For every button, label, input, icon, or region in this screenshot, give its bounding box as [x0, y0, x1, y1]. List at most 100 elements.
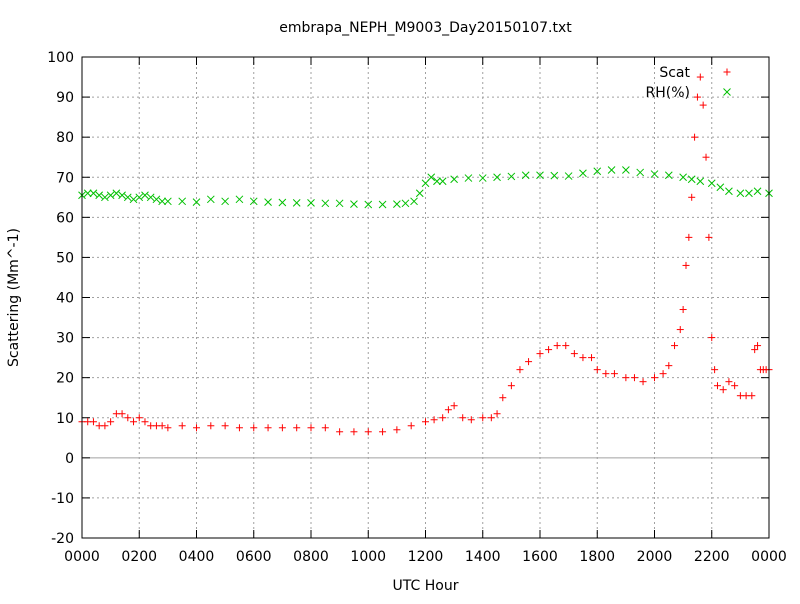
data-point — [444, 406, 452, 414]
data-point — [135, 193, 144, 202]
data-point — [545, 346, 553, 354]
data-point — [112, 189, 121, 198]
data-point — [101, 422, 109, 430]
data-point — [650, 170, 659, 178]
x-tick-label: 0600 — [236, 549, 272, 565]
data-point — [427, 173, 436, 182]
data-point — [679, 306, 687, 314]
y-axis-label: Scattering (Mm^-1) — [6, 228, 22, 367]
data-point — [708, 334, 716, 342]
x-tick-label: 0800 — [293, 549, 329, 565]
data-point — [393, 426, 401, 434]
data-point — [292, 199, 301, 207]
data-point — [335, 199, 344, 208]
data-point — [118, 410, 126, 418]
data-point — [401, 199, 410, 208]
data-point — [192, 198, 201, 206]
data-point — [725, 378, 733, 386]
data-point — [564, 172, 573, 180]
data-point — [665, 362, 673, 370]
data-point — [696, 73, 704, 81]
data-point — [393, 200, 401, 208]
data-point — [536, 171, 544, 180]
data-point — [164, 424, 172, 432]
data-point — [696, 177, 705, 186]
data-point — [464, 174, 473, 182]
legend-label: Scat — [659, 65, 690, 81]
data-point — [579, 354, 587, 362]
data-point — [410, 197, 418, 206]
data-point — [593, 167, 602, 176]
data-point — [602, 370, 610, 378]
data-point — [507, 382, 515, 390]
data-point — [164, 197, 172, 206]
data-point — [536, 350, 544, 358]
y-tick-label: 40 — [56, 291, 74, 307]
data-point — [671, 342, 679, 350]
data-point — [250, 424, 258, 432]
data-point — [278, 198, 287, 207]
data-point — [336, 428, 344, 436]
data-point — [178, 422, 186, 430]
data-point — [679, 173, 687, 182]
data-point — [636, 168, 645, 177]
data-point — [751, 346, 759, 354]
data-point — [550, 171, 559, 180]
grid-lines — [82, 57, 769, 538]
data-point — [699, 101, 707, 109]
data-point — [152, 195, 161, 204]
data-point — [407, 422, 415, 430]
data-point — [415, 189, 424, 198]
data-point — [711, 366, 719, 374]
data-point — [579, 169, 587, 178]
y-tick-label: -20 — [51, 531, 74, 547]
data-point — [754, 342, 762, 350]
data-point — [135, 414, 143, 422]
data-point — [278, 424, 286, 432]
data-point — [321, 199, 330, 208]
data-point — [639, 378, 647, 386]
data-point — [553, 342, 561, 350]
data-point — [439, 414, 447, 422]
data-point — [146, 193, 155, 202]
data-point — [235, 424, 243, 432]
data-point — [350, 200, 358, 208]
y-tick-label: 30 — [56, 331, 74, 347]
data-point — [124, 414, 132, 422]
data-point — [478, 174, 487, 182]
data-point — [687, 175, 696, 184]
data-series — [78, 73, 773, 436]
data-point — [95, 191, 104, 200]
data-point — [89, 189, 98, 198]
data-point — [676, 326, 684, 334]
data-point — [691, 133, 699, 141]
data-point — [707, 179, 716, 188]
data-point — [622, 374, 630, 382]
data-point — [499, 394, 507, 402]
data-point — [264, 198, 272, 206]
data-point — [178, 197, 187, 206]
x-tick-label: 1000 — [350, 549, 386, 565]
data-point — [682, 261, 690, 269]
x-tick-label: 1600 — [522, 549, 558, 565]
y-tick-label: 60 — [56, 210, 74, 226]
y-tick-label: 70 — [56, 170, 74, 186]
x-axis-label: UTC Hour — [393, 578, 459, 594]
x-tick-label: 0000 — [751, 549, 787, 565]
data-point — [379, 428, 387, 436]
data-point — [307, 424, 315, 432]
x-tick-labels: 0000 0200 0400 0600 0800 1000 1200 1400 1600 1800… — [64, 549, 787, 565]
data-point — [350, 428, 358, 436]
data-point — [321, 424, 329, 432]
data-point — [130, 418, 138, 426]
data-point — [107, 418, 115, 426]
y-tick-label: 100 — [47, 50, 74, 66]
legend-label: RH(%) — [646, 85, 690, 101]
data-point — [588, 354, 596, 362]
data-point — [118, 191, 126, 200]
data-point — [293, 424, 301, 432]
x-tick-label: 1200 — [408, 549, 444, 565]
legend: Scat RH(%) — [646, 65, 731, 101]
data-point — [731, 382, 739, 390]
data-point — [221, 422, 229, 430]
